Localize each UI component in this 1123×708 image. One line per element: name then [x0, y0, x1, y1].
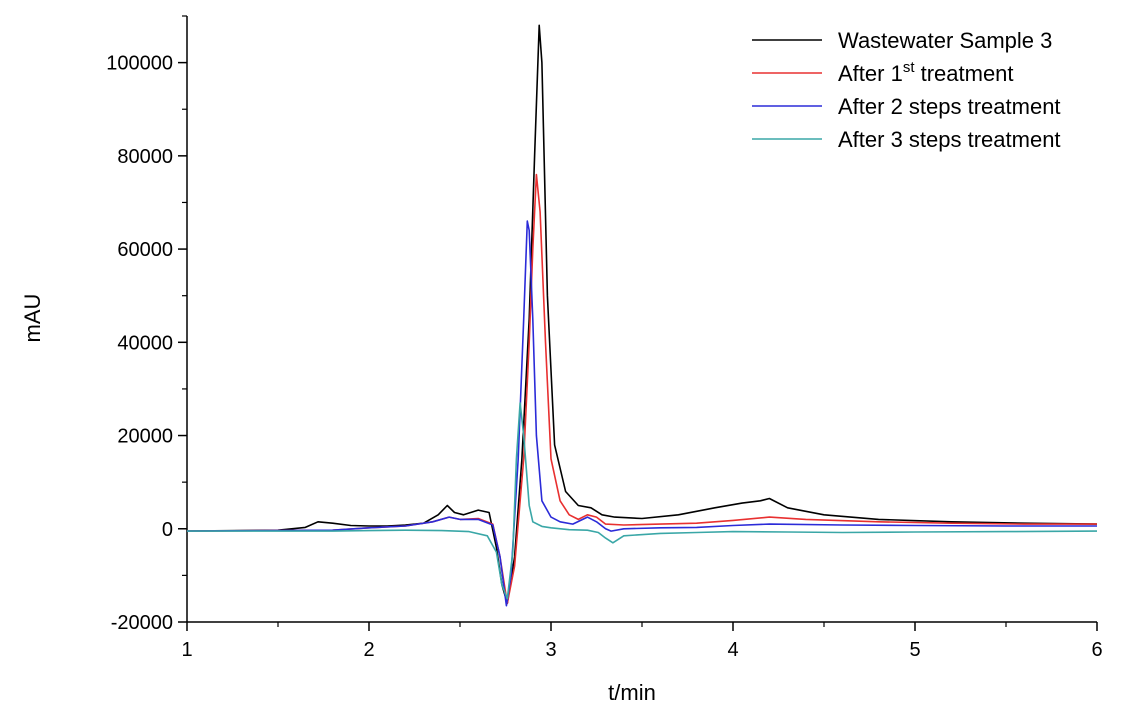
axes: 1 2 3 4 5 6 -20000 0 20000 40000 60000 80000 100000 t…: [20, 15, 1103, 705]
y-tick-label: 60000: [117, 239, 173, 261]
x-tick-label: 2: [363, 639, 374, 661]
y-tick-label: 40000: [117, 332, 173, 354]
legend-item-two-steps: After 2 steps treatment: [752, 94, 1061, 119]
legend-label-first-suffix: treatment: [914, 61, 1013, 86]
legend-item-three-steps: After 3 steps treatment: [752, 127, 1061, 152]
y-tick-label: 20000: [117, 426, 173, 448]
series-line-3: [186, 220, 1097, 607]
series-line-2: [186, 173, 1097, 605]
legend-label-first-sup: st: [903, 59, 916, 76]
series-line-4: [187, 402, 1098, 600]
y-tick-label: 100000: [106, 53, 173, 75]
x-axis-title: t/min: [608, 680, 656, 705]
y-tick-label: 80000: [117, 146, 173, 168]
legend-label-two-steps: After 2 steps treatment: [838, 94, 1061, 119]
legend-label-wastewater: Wastewater Sample 3: [838, 28, 1052, 53]
x-tick-label: 4: [727, 639, 738, 661]
y-tick-label: -20000: [111, 612, 173, 634]
series-line-1: [186, 24, 1098, 605]
legend-label-first-treatment: After 1st treatment: [838, 59, 1014, 86]
series-group: [186, 24, 1098, 607]
x-tick-label: 5: [909, 639, 920, 661]
x-tick-label: 1: [181, 639, 192, 661]
legend: Wastewater Sample 3 After 1st treatment …: [752, 28, 1061, 152]
y-axis-title: mAU: [20, 294, 45, 343]
x-tick-label: 6: [1091, 639, 1102, 661]
y-tick-label: 0: [162, 519, 173, 541]
legend-label-first-prefix: After 1: [838, 61, 903, 86]
legend-label-three-steps: After 3 steps treatment: [838, 127, 1061, 152]
x-tick-label: 3: [545, 639, 556, 661]
legend-item-first-treatment: After 1st treatment: [752, 59, 1014, 86]
legend-item-wastewater: Wastewater Sample 3: [752, 28, 1052, 53]
